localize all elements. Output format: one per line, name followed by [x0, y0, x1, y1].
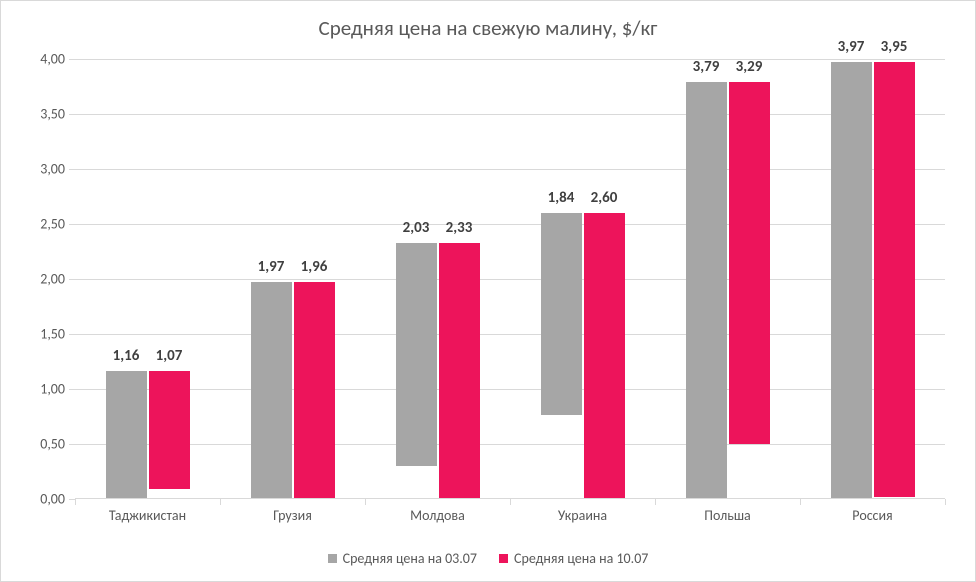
bar: 1,84: [541, 213, 582, 415]
x-tick: [510, 499, 511, 505]
y-axis-label: 0,50: [40, 436, 65, 453]
y-axis-label: 2,00: [40, 271, 65, 288]
grid-line: [75, 279, 945, 280]
bar-value-label: 2,33: [446, 219, 473, 237]
x-axis-label: Грузия: [273, 507, 312, 524]
y-tick: [69, 224, 75, 225]
x-axis-label: Польша: [704, 507, 750, 524]
bar: 3,97: [831, 62, 872, 499]
bar-group: 1,842,60: [541, 213, 625, 499]
grid-line: [75, 114, 945, 115]
x-axis-label: Россия: [852, 507, 892, 524]
bar-value-label: 1,84: [548, 189, 575, 207]
y-tick: [69, 114, 75, 115]
chart-title: Средняя цена на свежую малину, $/кг: [1, 1, 975, 41]
bar: 2,33: [439, 243, 480, 499]
x-axis-label: Таджикистан: [109, 507, 186, 524]
bar: 1,16: [106, 371, 147, 499]
bar-value-label: 3,97: [838, 38, 865, 56]
x-tick: [75, 499, 76, 505]
bar: 3,95: [874, 62, 915, 497]
x-tick: [220, 499, 221, 505]
bar-value-label: 3,29: [736, 58, 763, 76]
grid-line: [75, 444, 945, 445]
bar: 2,60: [584, 213, 625, 499]
x-tick: [655, 499, 656, 505]
legend-item: Средняя цена на 10.07: [499, 550, 648, 567]
x-axis-label: Украина: [558, 507, 607, 524]
bar-group: 3,973,95: [831, 62, 915, 499]
y-tick: [69, 389, 75, 390]
chart-container: Средняя цена на свежую малину, $/кг 0,00…: [0, 0, 976, 582]
y-axis-label: 0,00: [40, 491, 65, 508]
bar-value-label: 1,07: [156, 347, 183, 365]
x-tick: [800, 499, 801, 505]
bar-value-label: 3,95: [881, 38, 908, 56]
x-tick: [945, 499, 946, 505]
bar-value-label: 1,97: [258, 258, 285, 276]
bar: 3,79: [686, 82, 727, 499]
y-tick: [69, 334, 75, 335]
plot-area: 0,000,501,001,502,002,503,003,504,00 1,1…: [75, 59, 945, 499]
bar: 3,29: [729, 82, 770, 444]
bar-group: 1,161,07: [106, 371, 190, 499]
legend: Средняя цена на 03.07 Средняя цена на 10.…: [1, 550, 975, 567]
legend-label: Средняя цена на 10.07: [514, 550, 648, 567]
bar-value-label: 2,03: [403, 219, 430, 237]
grid-line: [75, 224, 945, 225]
bar: 1,07: [149, 371, 190, 489]
bar: 1,96: [294, 282, 335, 498]
grid-line: [75, 169, 945, 170]
bar-group: 1,971,96: [251, 282, 335, 499]
y-tick: [69, 279, 75, 280]
legend-item: Средняя цена на 03.07: [328, 550, 477, 567]
legend-swatch: [328, 554, 337, 563]
bar-group: 2,032,33: [396, 243, 480, 499]
y-tick: [69, 169, 75, 170]
y-axis-label: 2,50: [40, 216, 65, 233]
bar: 2,03: [396, 243, 437, 466]
y-axis-label: 3,50: [40, 106, 65, 123]
bar-value-label: 1,96: [301, 258, 328, 276]
x-tick: [365, 499, 366, 505]
y-axis-label: 3,00: [40, 161, 65, 178]
grid-line: [75, 59, 945, 60]
bar-value-label: 1,16: [113, 347, 140, 365]
grid-line: [75, 389, 945, 390]
x-axis-label: Молдова: [410, 507, 465, 524]
bar-value-label: 3,79: [693, 58, 720, 76]
y-axis-label: 4,00: [40, 51, 65, 68]
legend-swatch: [499, 554, 508, 563]
legend-label: Средняя цена на 03.07: [343, 550, 477, 567]
bar-group: 3,793,29: [686, 82, 770, 499]
y-axis-label: 1,00: [40, 381, 65, 398]
grid-line: [75, 334, 945, 335]
y-tick: [69, 444, 75, 445]
bar: 1,97: [251, 282, 292, 499]
bar-value-label: 2,60: [591, 189, 618, 207]
y-tick: [69, 59, 75, 60]
y-axis-label: 1,50: [40, 326, 65, 343]
